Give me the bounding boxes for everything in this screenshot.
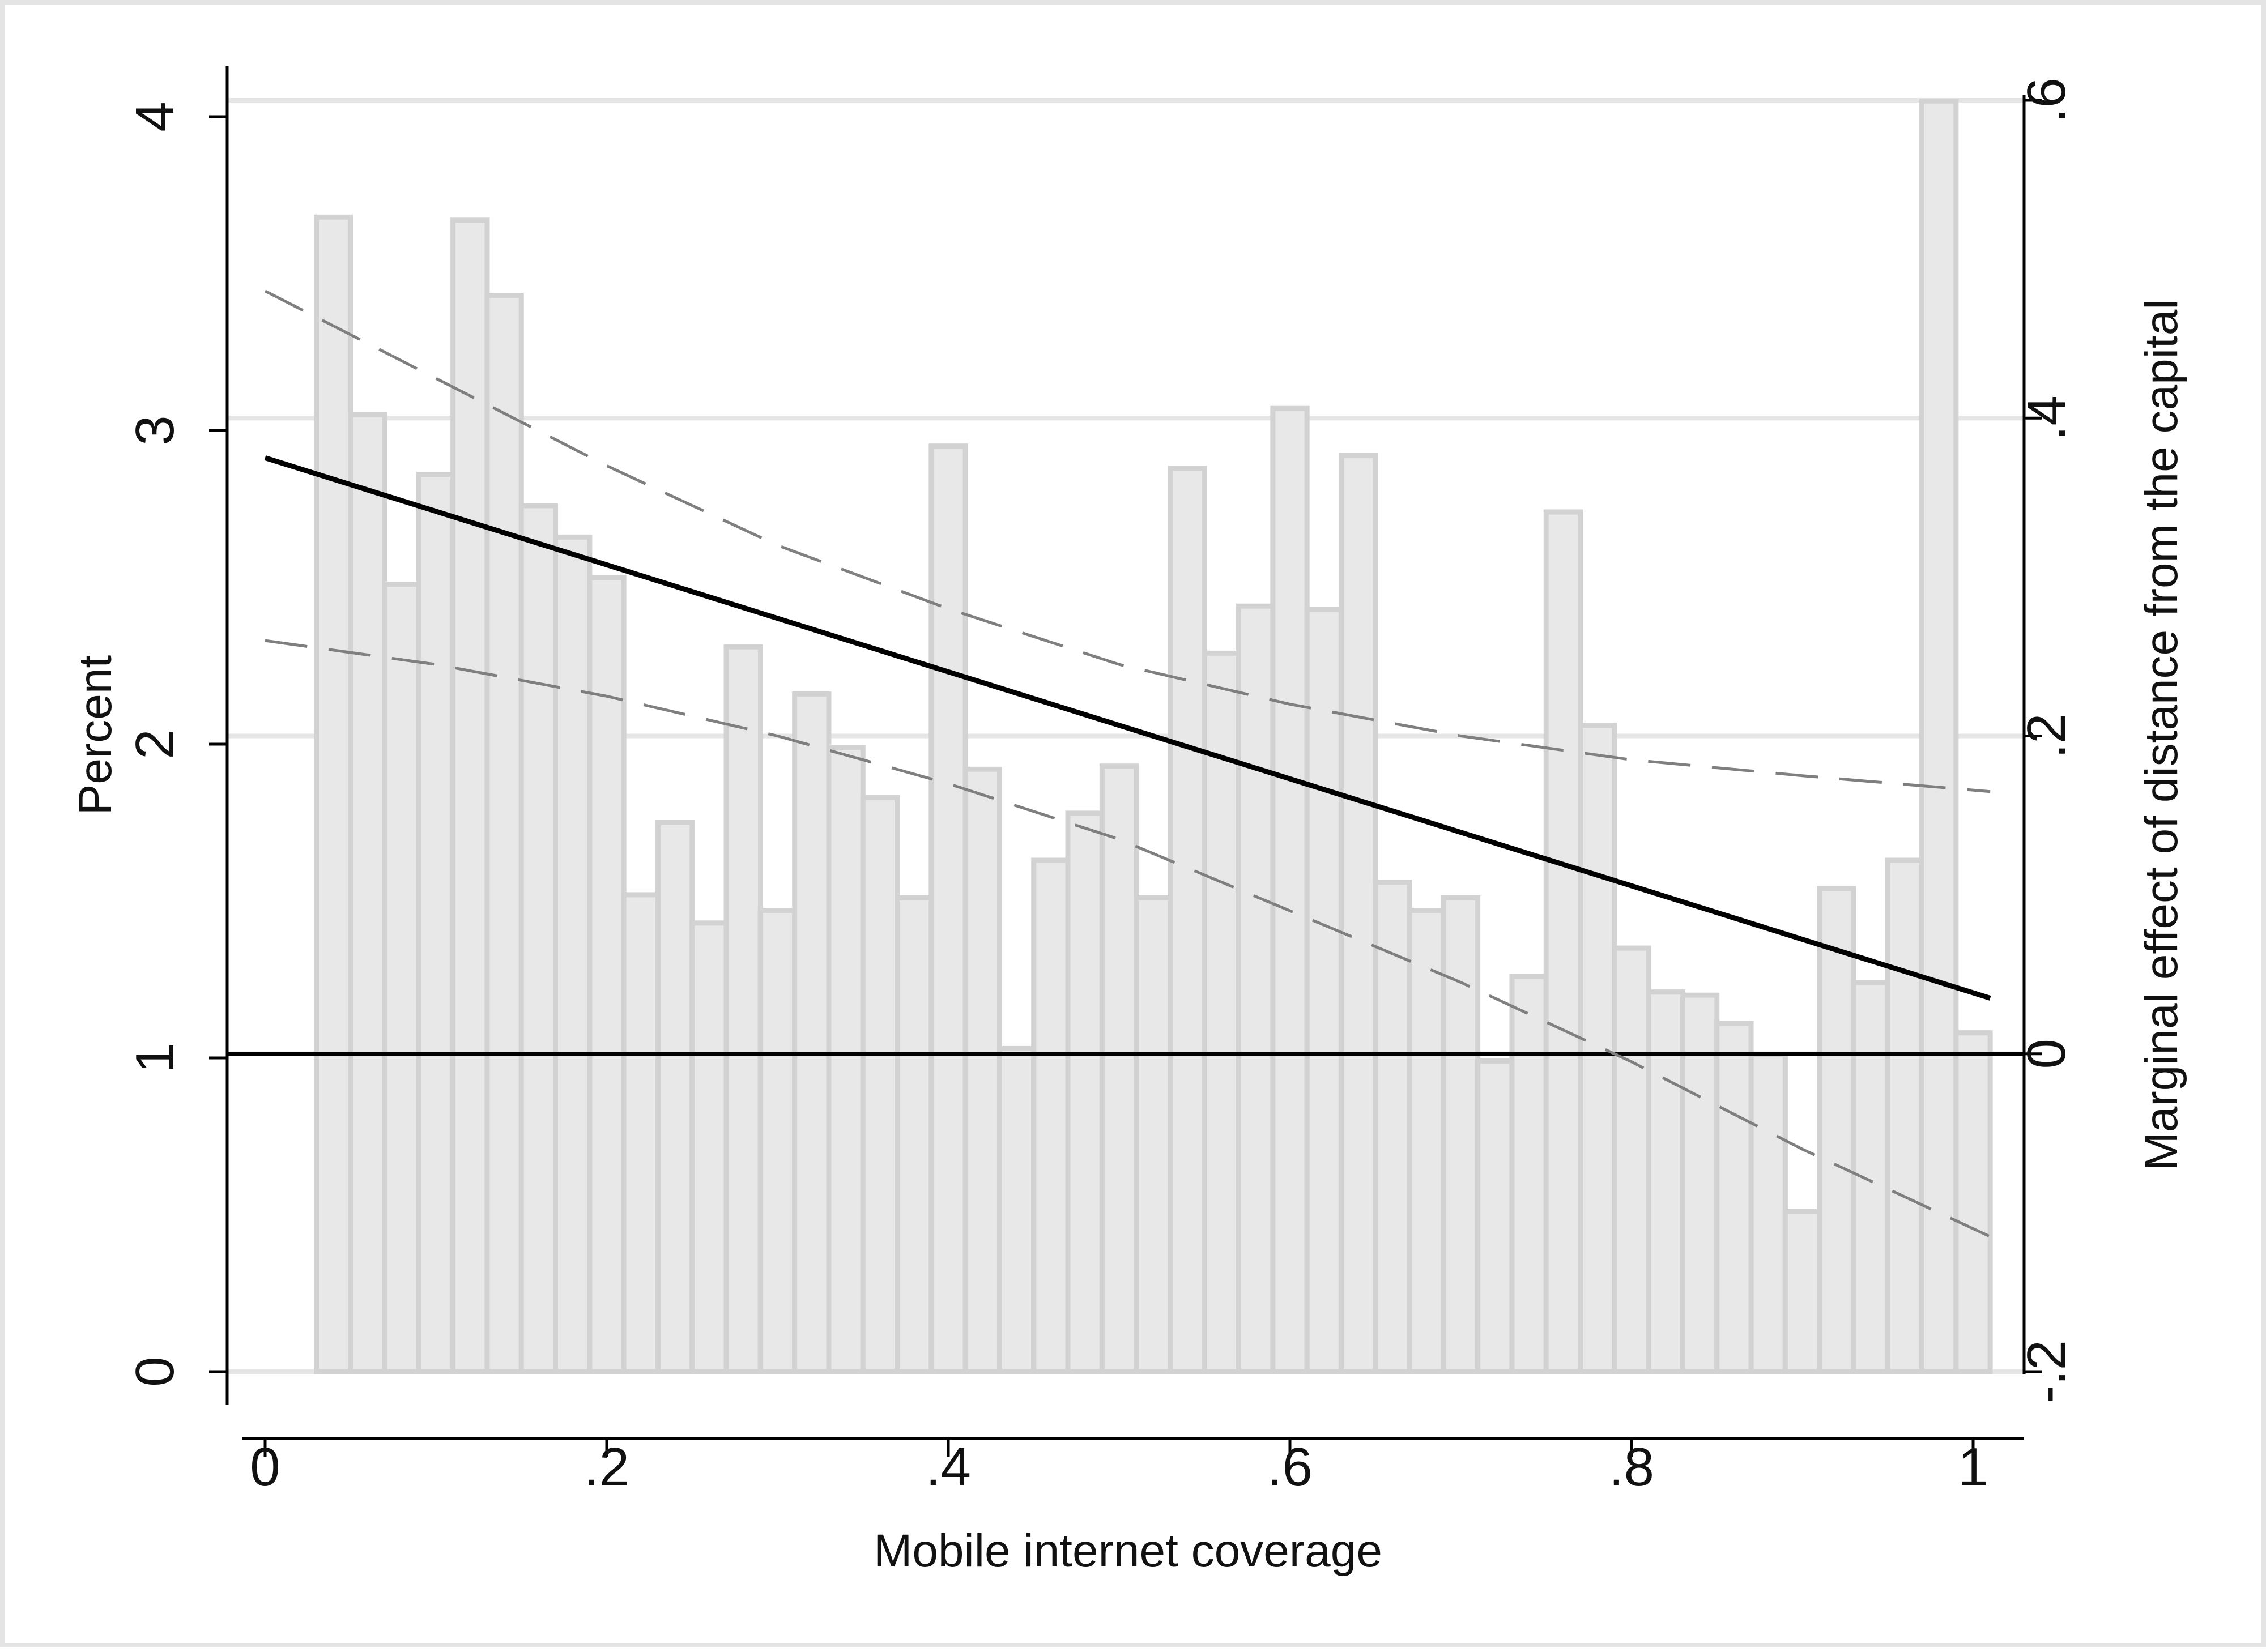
x-tick-label: .8: [1609, 1437, 1654, 1497]
y2-tick-label: .4: [2016, 395, 2077, 441]
x-tick-label: .6: [1267, 1437, 1313, 1497]
histogram-bar: [1407, 908, 1446, 1374]
histogram-bar: [1338, 453, 1378, 1374]
histogram-bar: [1543, 509, 1583, 1374]
histogram-bar: [484, 293, 524, 1374]
marginal-effect-line: [264, 455, 1991, 1001]
histogram-bar: [1646, 989, 1685, 1374]
histogram-bar: [895, 895, 934, 1374]
y2-tick-label: .6: [2016, 78, 2077, 123]
histogram-bar: [826, 745, 866, 1374]
chart: 0 1 2 3 4 -.2 0 .2 .4 .6 0 .2 .4 .6 .8 1 Mobile interne…: [70, 66, 2187, 1577]
histogram-bar: [1885, 857, 1925, 1374]
y2-axis-title: Marginal effect of distance from the cap…: [2136, 299, 2187, 1171]
histogram-bar: [1851, 980, 1890, 1374]
histogram-bar: [1578, 723, 1617, 1374]
histogram-bar: [860, 795, 900, 1374]
x-tick-label: 0: [250, 1437, 280, 1497]
y-tick-label: 2: [125, 729, 185, 759]
ci-lower-line: [265, 639, 1991, 1238]
y2-tick-label: .2: [2016, 713, 2077, 758]
histogram-bar: [1680, 992, 1720, 1374]
histogram-bar: [689, 920, 729, 1374]
histogram-bar: [1441, 895, 1481, 1374]
histogram-bar: [1304, 607, 1344, 1374]
histogram-bar: [382, 581, 421, 1374]
y-tick-label: 3: [125, 415, 185, 445]
y-tick-label: 1: [125, 1043, 185, 1073]
histogram-bar: [1168, 465, 1207, 1374]
axes: 0 1 2 3 4 -.2 0 .2 .4 .6 0 .2 .4 .6 .8 1: [125, 66, 2077, 1497]
histogram-bar: [1714, 1021, 1754, 1374]
histogram-bar: [1782, 1209, 1822, 1374]
x-tick-label: .2: [584, 1437, 629, 1497]
y-tick-label: 4: [125, 101, 185, 131]
histogram-bar: [313, 214, 353, 1374]
x-tick-label: 1: [1958, 1437, 1988, 1497]
histogram-bar: [1065, 810, 1105, 1374]
x-axis-title: Mobile internet coverage: [874, 1525, 1382, 1577]
histogram-bar: [1270, 405, 1310, 1374]
histogram-bar: [416, 472, 456, 1374]
histogram-bar: [792, 691, 832, 1374]
histogram-bar: [1031, 857, 1071, 1374]
y2-tick-label: -.2: [2016, 1340, 2077, 1403]
histogram-bar: [1475, 1058, 1515, 1374]
histogram-bar: [518, 503, 559, 1374]
histogram-bar: [1919, 98, 1959, 1374]
y2-tick-label: 0: [2016, 1039, 2077, 1069]
histogram-bar: [1509, 974, 1549, 1374]
histogram-bar: [553, 534, 593, 1374]
histogram-bar: [1236, 603, 1276, 1374]
histogram-bar: [1953, 1030, 1993, 1374]
ci-upper-line: [264, 289, 1991, 793]
histogram-bar: [996, 1045, 1037, 1374]
histogram-bar: [1612, 945, 1651, 1374]
histogram-bar: [450, 217, 490, 1374]
histogram-bar: [1373, 880, 1412, 1374]
x-tick-label: .4: [926, 1437, 971, 1497]
effect-lines: [227, 289, 2024, 1238]
histogram-bar: [1099, 763, 1139, 1374]
histogram-bar: [1134, 895, 1173, 1374]
y-axis-title: Percent: [70, 655, 121, 815]
histogram-bar: [723, 644, 763, 1374]
histogram-bars: [313, 98, 1993, 1374]
histogram-bar: [655, 820, 695, 1374]
y-tick-label: 0: [125, 1356, 185, 1386]
histogram-bar: [962, 766, 1002, 1374]
histogram-bar: [621, 892, 661, 1374]
histogram-bar: [1817, 886, 1856, 1374]
histogram-bar: [928, 443, 968, 1374]
histogram-bar: [348, 412, 387, 1374]
histogram-bar: [1748, 1052, 1788, 1374]
histogram-bar: [757, 908, 798, 1374]
